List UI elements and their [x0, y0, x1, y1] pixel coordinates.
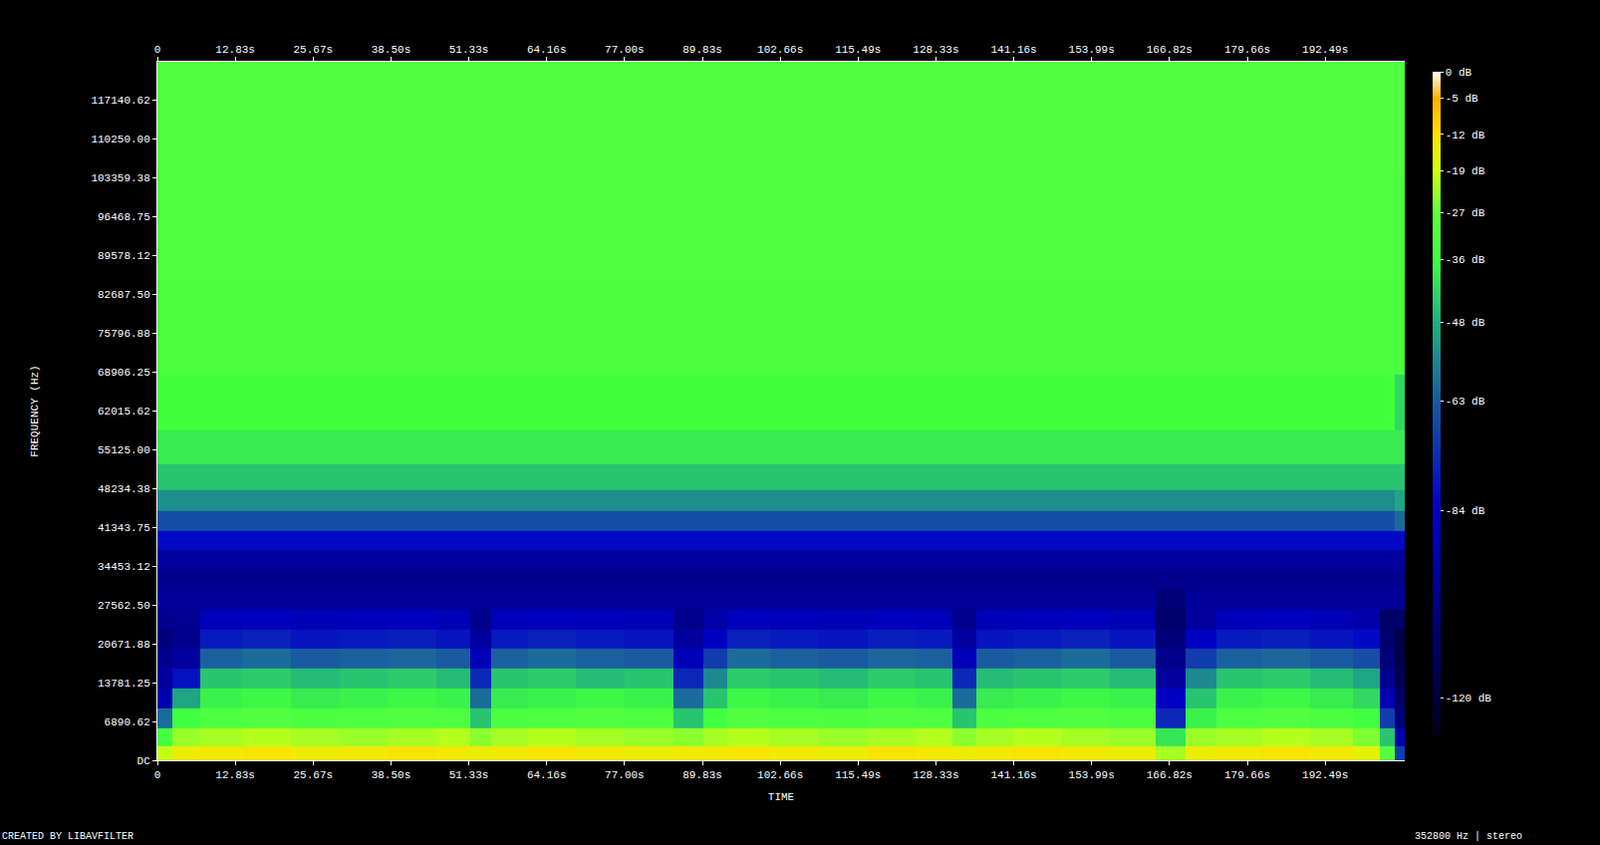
svg-text:0: 0	[154, 43, 162, 56]
svg-text:192.49s: 192.49s	[1302, 43, 1348, 56]
svg-text:41343.75: 41343.75	[97, 522, 151, 534]
svg-text:FREQUENCY (Hz): FREQUENCY (Hz)	[28, 364, 41, 457]
svg-text:77.00s: 77.00s	[604, 43, 645, 56]
svg-text:51.33s: 51.33s	[449, 43, 490, 56]
svg-text:55125.00: 55125.00	[97, 444, 151, 457]
svg-text:77.00s: 77.00s	[604, 769, 645, 782]
svg-text:-120 dB: -120 dB	[1445, 692, 1493, 705]
svg-text:179.66s: 179.66s	[1224, 43, 1271, 56]
svg-text:89578.12: 89578.12	[97, 250, 151, 263]
svg-text:153.99s: 153.99s	[1068, 43, 1115, 56]
svg-text:102.66s: 102.66s	[757, 769, 803, 782]
svg-text:13781.25: 13781.25	[97, 677, 151, 690]
svg-text:34453.12: 34453.12	[97, 560, 151, 573]
svg-text:89.83s: 89.83s	[682, 43, 723, 56]
svg-text:64.16s: 64.16s	[527, 43, 567, 56]
svg-text:0: 0	[154, 769, 162, 782]
svg-text:166.82s: 166.82s	[1146, 769, 1193, 782]
svg-text:89.83s: 89.83s	[682, 769, 723, 782]
svg-text:-27 dB: -27 dB	[1445, 207, 1486, 220]
svg-text:-19 dB: -19 dB	[1445, 165, 1486, 178]
svg-text:110250.00: 110250.00	[90, 133, 150, 146]
svg-text:48234.38: 48234.38	[97, 483, 151, 496]
svg-text:25.67s: 25.67s	[293, 43, 334, 56]
svg-text:6890.62: 6890.62	[104, 716, 151, 729]
svg-text:141.16s: 141.16s	[990, 769, 1037, 782]
svg-text:166.82s: 166.82s	[1146, 43, 1193, 56]
svg-text:64.16s: 64.16s	[527, 769, 567, 782]
svg-text:-36 dB: -36 dB	[1445, 254, 1486, 267]
svg-text:115.49s: 115.49s	[834, 43, 881, 56]
svg-text:-5 dB: -5 dB	[1445, 92, 1479, 105]
svg-text:75796.88: 75796.88	[97, 327, 151, 340]
svg-text:-63 dB: -63 dB	[1445, 395, 1486, 408]
svg-text:38.50s: 38.50s	[371, 769, 412, 782]
svg-text:103359.38: 103359.38	[90, 172, 150, 185]
svg-text:-12 dB: -12 dB	[1445, 129, 1486, 142]
svg-text:27562.50: 27562.50	[97, 599, 151, 612]
svg-text:25.67s: 25.67s	[293, 769, 334, 782]
svg-text:62015.62: 62015.62	[97, 405, 151, 418]
svg-text:128.33s: 128.33s	[912, 769, 959, 782]
svg-text:102.66s: 102.66s	[757, 43, 803, 56]
svg-text:68906.25: 68906.25	[97, 366, 151, 379]
svg-text:141.16s: 141.16s	[990, 43, 1037, 56]
svg-text:DC: DC	[137, 755, 152, 768]
svg-text:352800 Hz | stereo: 352800 Hz | stereo	[1414, 830, 1523, 842]
svg-text:51.33s: 51.33s	[449, 769, 490, 782]
svg-text:117140.62: 117140.62	[90, 94, 150, 107]
svg-text:TIME: TIME	[768, 791, 796, 803]
svg-text:-48 dB: -48 dB	[1445, 316, 1486, 329]
svg-text:179.66s: 179.66s	[1224, 769, 1271, 782]
svg-text:12.83s: 12.83s	[215, 769, 256, 782]
svg-text:38.50s: 38.50s	[371, 43, 412, 56]
svg-text:-84 dB: -84 dB	[1445, 505, 1486, 518]
svg-text:153.99s: 153.99s	[1068, 769, 1115, 782]
svg-text:12.83s: 12.83s	[215, 43, 256, 56]
svg-text:192.49s: 192.49s	[1302, 769, 1348, 782]
svg-text:115.49s: 115.49s	[834, 769, 881, 782]
svg-text:128.33s: 128.33s	[912, 43, 959, 56]
svg-text:CREATED BY LIBAVFILTER: CREATED BY LIBAVFILTER	[1, 830, 134, 842]
svg-text:82687.50: 82687.50	[97, 288, 151, 301]
svg-text:20671.88: 20671.88	[97, 638, 151, 651]
svg-text:96468.75: 96468.75	[97, 211, 151, 224]
svg-text:0 dB: 0 dB	[1445, 66, 1473, 79]
